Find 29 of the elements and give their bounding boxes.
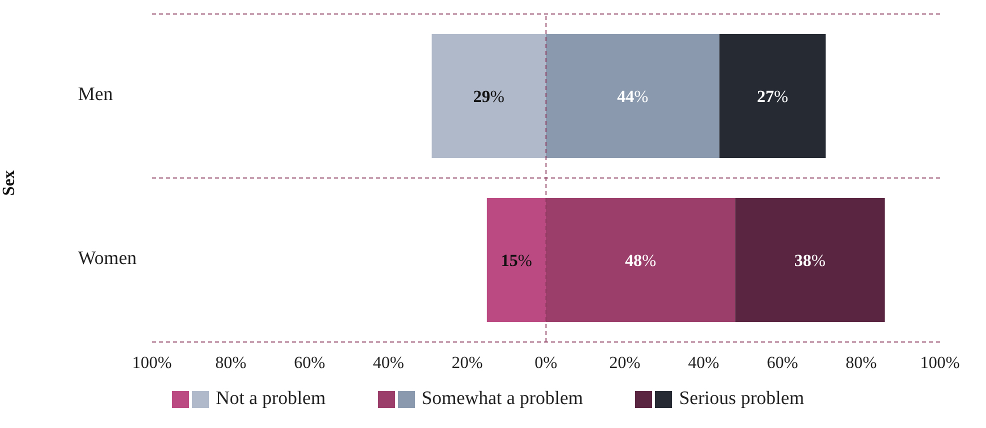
x-tick-label: 40% — [688, 353, 720, 372]
bar — [486, 198, 546, 322]
data-label: 29% — [473, 86, 504, 106]
y-tick-label: Men — [78, 84, 113, 106]
x-tick-label: 40% — [372, 353, 404, 372]
legend-label: Somewhat a problem — [422, 388, 584, 410]
x-tick-label: 100% — [132, 353, 172, 372]
bar — [546, 198, 736, 322]
data-label: 15% — [500, 250, 532, 270]
bar — [735, 198, 885, 322]
data-label: 38% — [794, 250, 826, 270]
bar — [432, 34, 546, 158]
x-tick-label: 60% — [766, 353, 798, 372]
legend-label: Not a problem — [216, 388, 326, 410]
x-tick-label: 20% — [609, 353, 640, 372]
bar — [546, 34, 720, 158]
x-tick-label: 80% — [215, 353, 246, 372]
legend-label: Serious problem — [679, 388, 804, 410]
y-axis-title: Sex — [0, 170, 19, 196]
y-tick-label: Women — [78, 248, 137, 270]
x-tick-label: 60% — [294, 353, 326, 372]
x-tick-label: 80% — [846, 353, 877, 372]
x-tick-label: 100% — [920, 353, 960, 372]
x-tick-label: 0% — [534, 353, 558, 372]
data-label: 27% — [756, 86, 788, 106]
data-label: 44% — [617, 86, 648, 106]
bar — [719, 34, 826, 158]
data-label: 48% — [624, 250, 656, 270]
x-tick-label: 20% — [452, 353, 483, 372]
